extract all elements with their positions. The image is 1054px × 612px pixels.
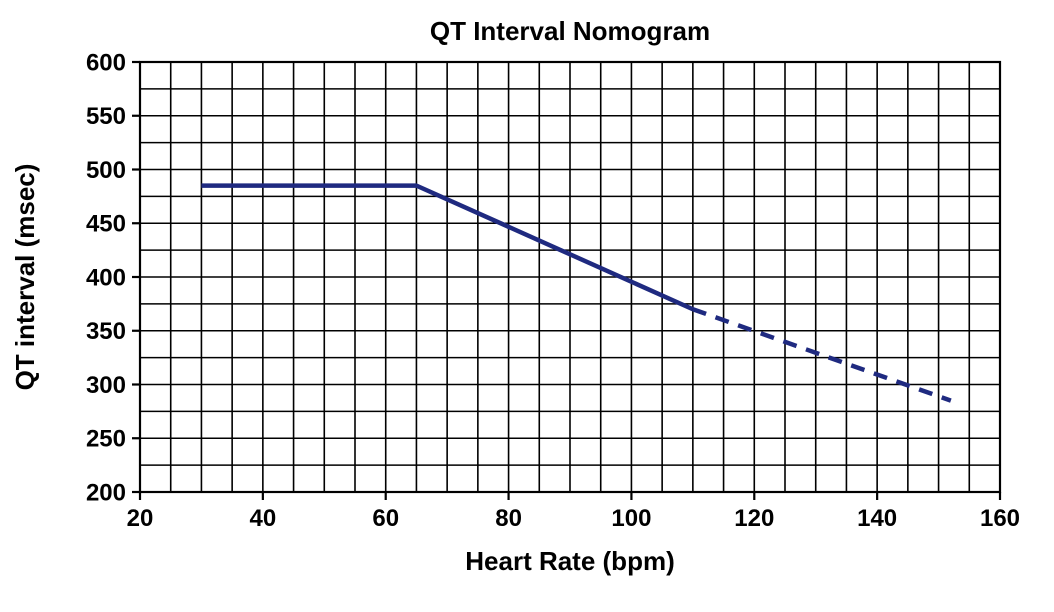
y-tick-label: 250 bbox=[86, 426, 126, 453]
x-tick-label: 100 bbox=[611, 505, 651, 532]
x-tick-label: 160 bbox=[980, 505, 1020, 532]
x-tick-label: 80 bbox=[495, 505, 522, 532]
chart-container: QT Interval Nomogram 20 40 60 80 100 120 140 160… bbox=[0, 0, 1054, 612]
x-axis-label: Heart Rate (bpm) bbox=[465, 546, 674, 576]
y-tick-label: 500 bbox=[86, 157, 126, 184]
y-axis-label: QT interval (msec) bbox=[10, 164, 40, 391]
y-tick-label: 450 bbox=[86, 211, 126, 238]
y-tick-label: 200 bbox=[86, 479, 126, 506]
chart-title: QT Interval Nomogram bbox=[430, 16, 710, 46]
y-tick-label: 350 bbox=[86, 318, 126, 345]
y-tick-label: 400 bbox=[86, 264, 126, 291]
x-tick-label: 120 bbox=[734, 505, 774, 532]
x-tick-label: 40 bbox=[250, 505, 277, 532]
y-tick-label: 300 bbox=[86, 372, 126, 399]
x-tick-label: 20 bbox=[127, 505, 154, 532]
y-tick-label: 550 bbox=[86, 103, 126, 130]
x-tick-label: 60 bbox=[372, 505, 399, 532]
x-tick-label: 140 bbox=[857, 505, 897, 532]
y-tick-label: 600 bbox=[86, 49, 126, 76]
qt-nomogram-chart: QT Interval Nomogram 20 40 60 80 100 120 140 160… bbox=[0, 0, 1054, 612]
